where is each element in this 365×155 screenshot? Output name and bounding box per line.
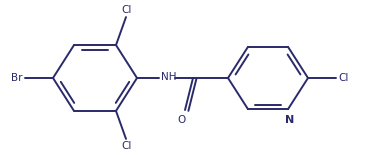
Text: O: O xyxy=(177,115,185,125)
Text: Cl: Cl xyxy=(122,141,132,151)
Text: NH: NH xyxy=(161,72,177,82)
Text: Cl: Cl xyxy=(338,73,348,83)
Text: Br: Br xyxy=(12,73,23,83)
Text: N: N xyxy=(285,115,295,125)
Text: Cl: Cl xyxy=(122,5,132,15)
